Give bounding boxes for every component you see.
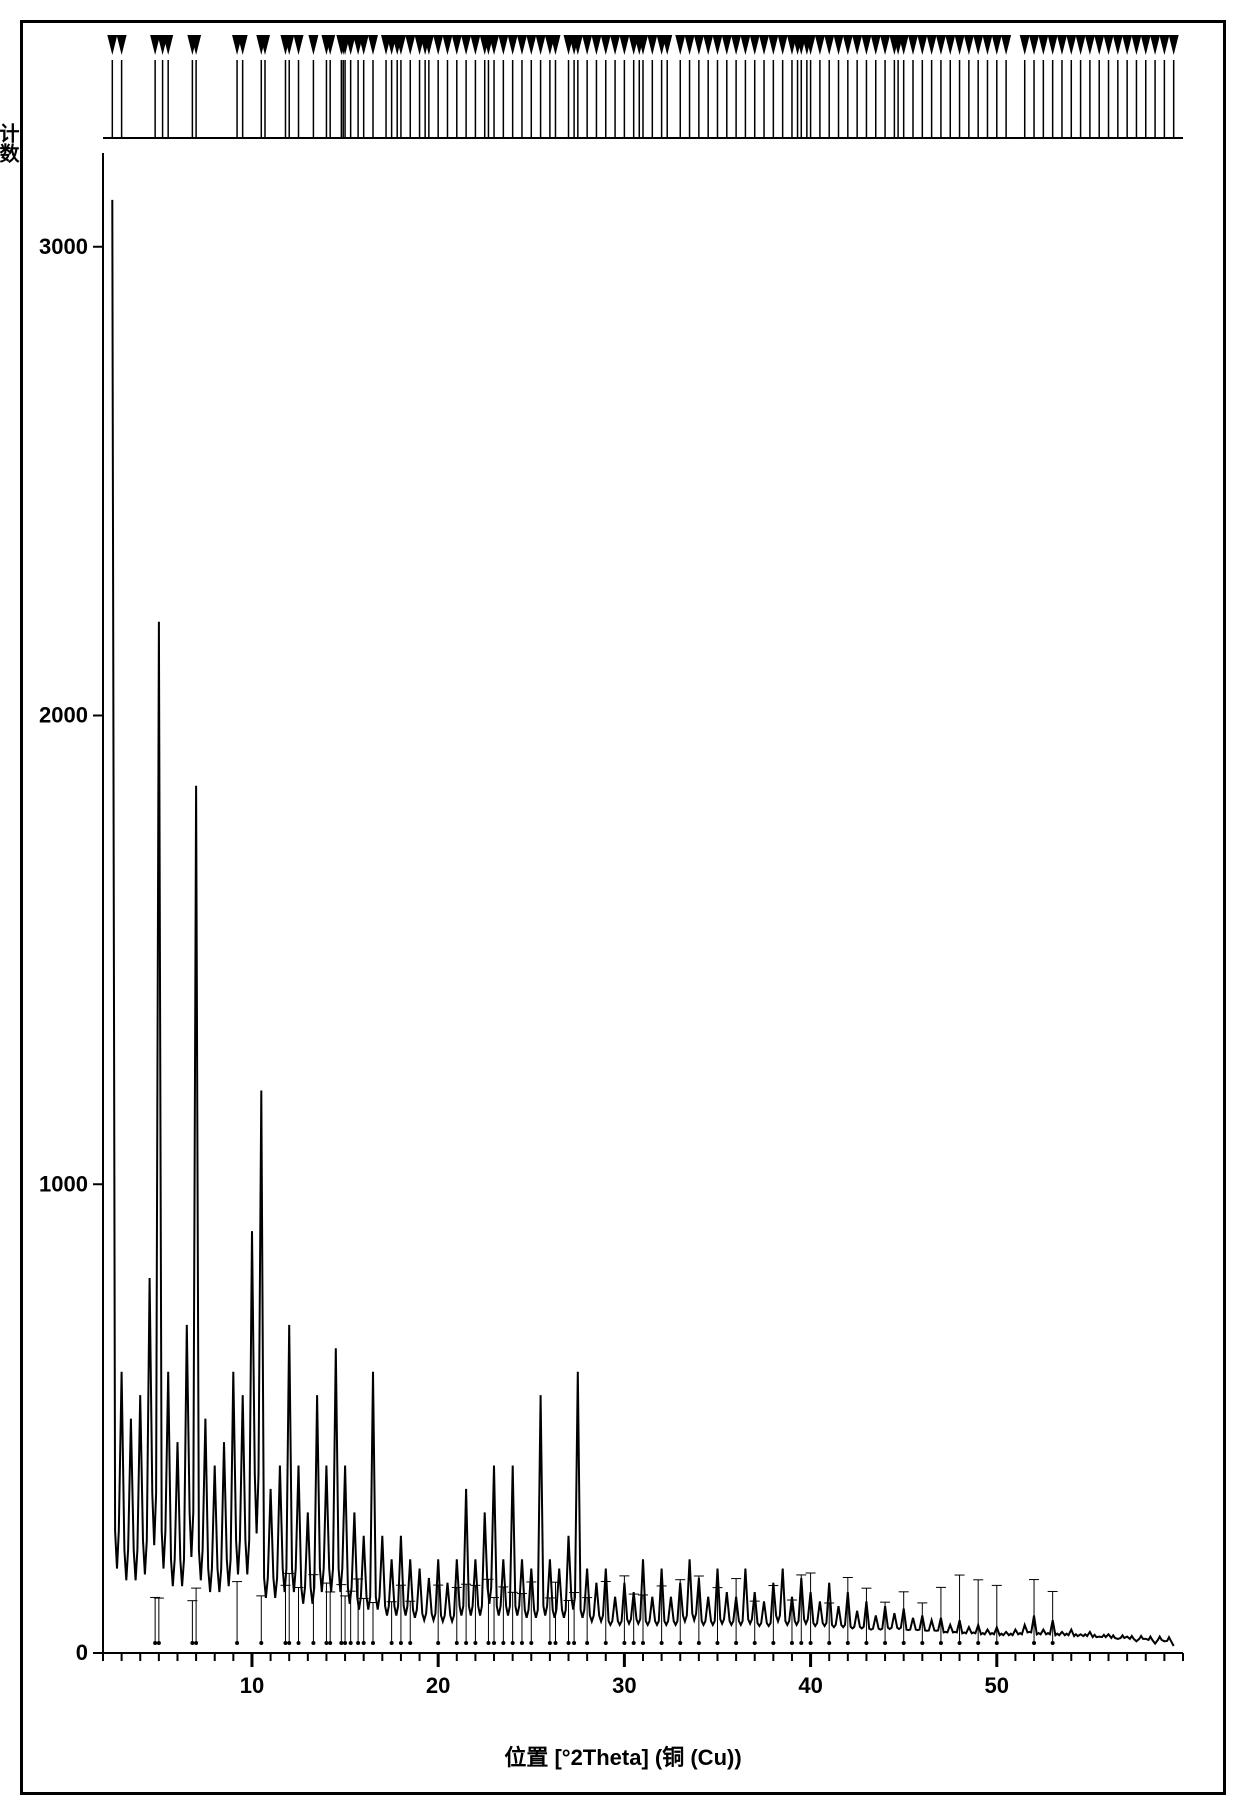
svg-text:0: 0 (76, 1640, 88, 1665)
xrd-chart: 计数 位置 [°2Theta] (铜 (Cu)) 010002000300010… (20, 20, 1226, 1795)
svg-text:20: 20 (426, 1673, 450, 1698)
svg-text:2000: 2000 (39, 703, 88, 728)
svg-text:10: 10 (240, 1673, 264, 1698)
svg-text:3000: 3000 (39, 234, 88, 259)
y-axis-label: 计数 (0, 123, 22, 163)
svg-text:30: 30 (612, 1673, 636, 1698)
svg-text:50: 50 (985, 1673, 1009, 1698)
chart-svg: 0 1000 2000 3000 10 20 30 40 50 (23, 23, 1223, 1792)
svg-text:1000: 1000 (39, 1171, 88, 1196)
svg-text:40: 40 (798, 1673, 822, 1698)
